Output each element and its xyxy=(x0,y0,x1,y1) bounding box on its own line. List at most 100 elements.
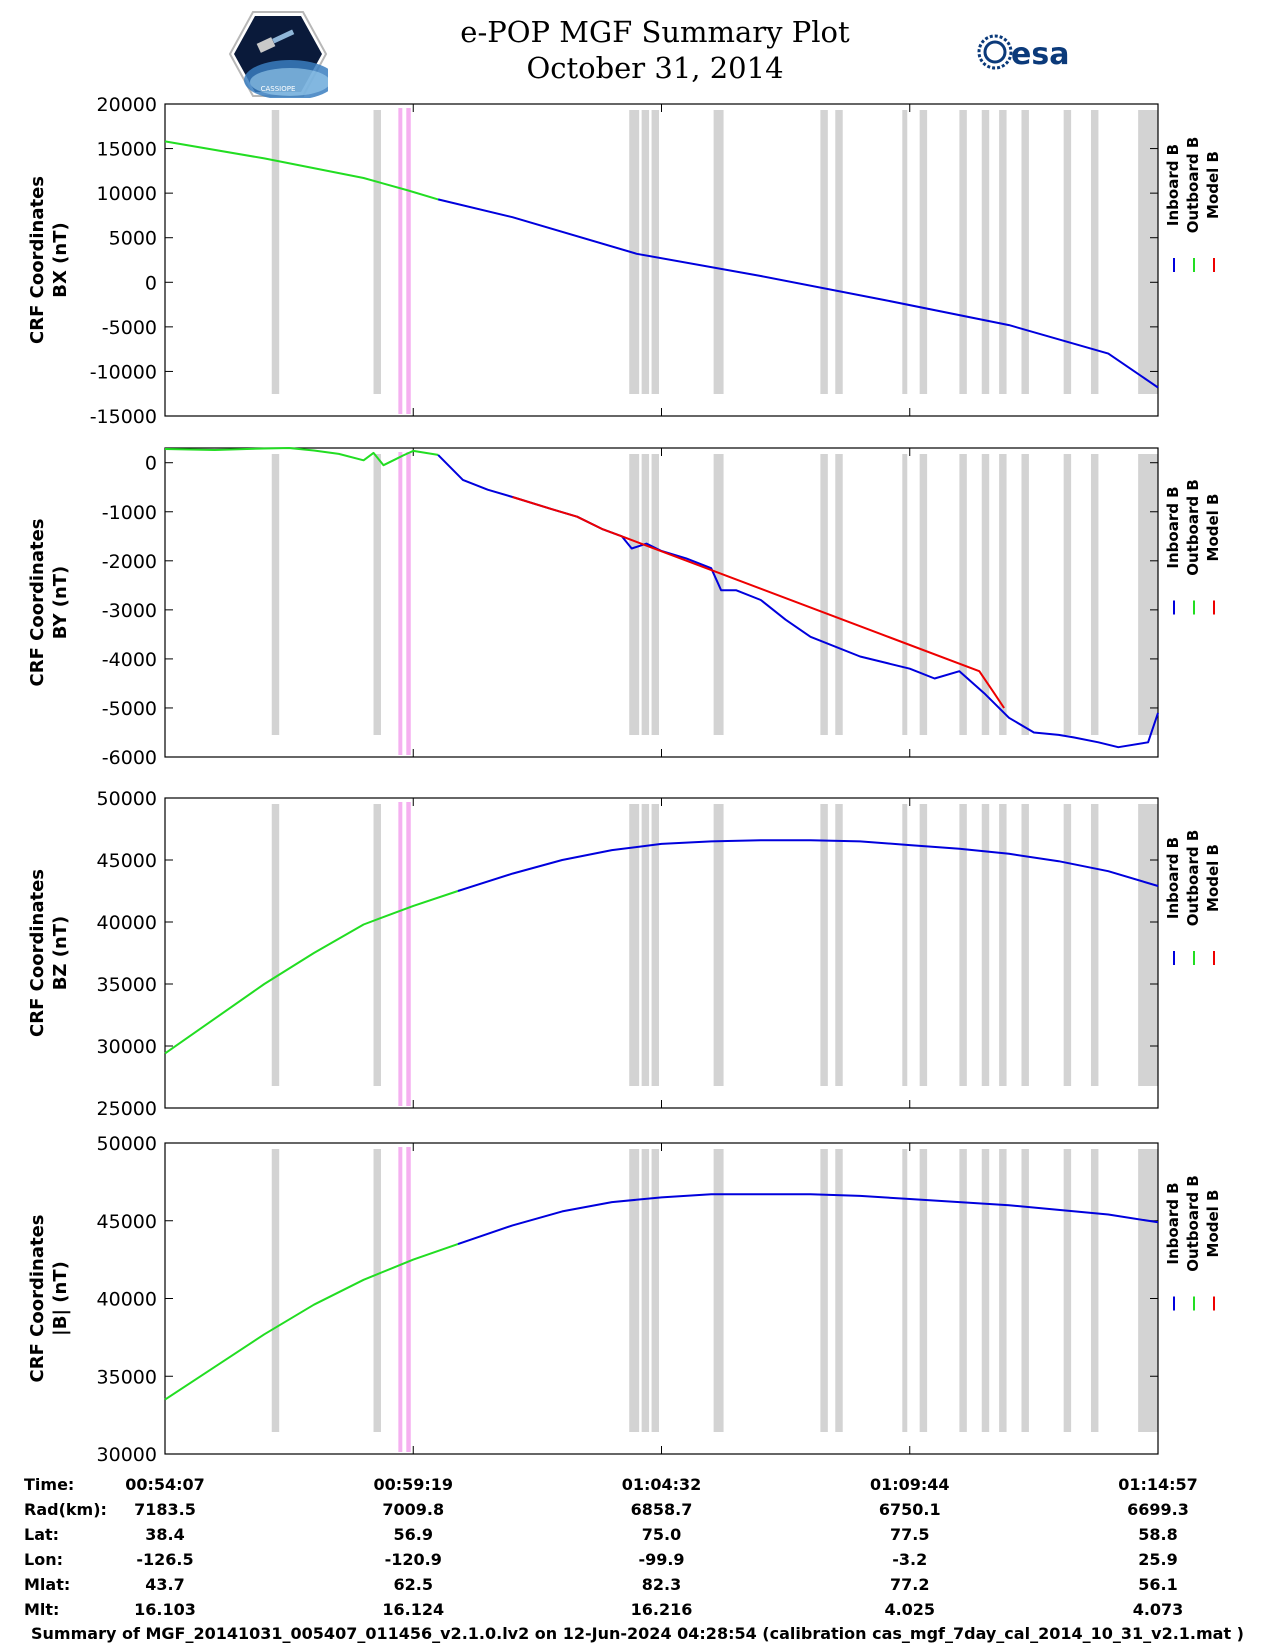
data-gap-band xyxy=(629,804,640,1086)
data-gap-band xyxy=(373,804,381,1086)
cassiope-logo: CASSIOPE xyxy=(228,11,328,98)
legend-label: Model B xyxy=(1204,151,1222,219)
info-cell: 4.073 xyxy=(1133,1600,1184,1619)
series-line-inboard-b xyxy=(437,454,1159,749)
y-tick-label: 0 xyxy=(145,272,157,294)
data-gap-band xyxy=(373,1149,381,1432)
data-gap-band xyxy=(651,110,660,394)
y-tick-label: -3000 xyxy=(102,600,157,622)
data-gap-band xyxy=(713,454,724,735)
data-gap-band xyxy=(902,1149,908,1432)
chart-panel-1: 20000 15000 10000 5000 0 -5000 -10000 -15000 CRF… xyxy=(27,94,1222,428)
y-tick-label: -4000 xyxy=(102,649,157,671)
data-gap-band xyxy=(271,110,280,394)
data-gap-band xyxy=(271,1149,280,1432)
esa-wordmark: esa xyxy=(1011,37,1069,72)
y-tick-label: 20000 xyxy=(97,94,157,116)
data-gap-band xyxy=(919,804,928,1086)
info-cell: 00:59:19 xyxy=(373,1475,453,1494)
series-line-outboard-b xyxy=(164,140,439,201)
data-gap-band xyxy=(1090,454,1099,735)
info-cell: -3.2 xyxy=(892,1550,927,1569)
data-gap-band xyxy=(1063,454,1072,735)
data-gap-band xyxy=(1021,1149,1029,1432)
data-gap-band xyxy=(651,454,660,735)
data-gap-band xyxy=(981,804,990,1086)
y-tick-label: 15000 xyxy=(97,139,157,161)
data-gap-band xyxy=(1021,804,1029,1086)
y-tick-label: 0 xyxy=(145,453,157,475)
title-line: e-POP MGF Summary Plot xyxy=(460,15,850,49)
data-gap-band xyxy=(1138,1149,1158,1432)
data-gap-band xyxy=(1021,110,1029,394)
data-gap-band xyxy=(713,110,724,394)
data-gap-band xyxy=(835,1149,843,1432)
event-marker xyxy=(398,108,403,414)
data-gap-band xyxy=(919,110,928,394)
data-gap-band xyxy=(651,1149,660,1432)
y-axis-label: BX (nT) xyxy=(50,222,71,297)
info-cell: 16.216 xyxy=(631,1600,693,1619)
chart-panel-3: 50000 45000 40000 35000 30000 25000 CRF Coordi… xyxy=(27,788,1222,1120)
data-gap-band xyxy=(1138,454,1158,735)
plot-title: e-POP MGF Summary Plot October 31, 2014 xyxy=(0,14,1275,86)
y-tick-label: -1000 xyxy=(102,502,157,524)
legend-label: Outboard B xyxy=(1184,137,1202,234)
legend-label: Outboard B xyxy=(1184,1175,1202,1272)
info-cell: 01:14:57 xyxy=(1118,1475,1198,1494)
data-gap-band xyxy=(820,1149,828,1432)
data-gap-band xyxy=(835,110,843,394)
info-row-label: Lon: xyxy=(24,1550,63,1569)
event-marker xyxy=(406,452,411,755)
info-cell: 56.1 xyxy=(1138,1575,1177,1594)
orbit-info-table: Time: Rad(km): Lat: Lon: Mlat: Mlt: 00:54:07 71… xyxy=(24,1475,1198,1619)
y-axis-label: |B| (nT) xyxy=(50,1261,71,1336)
y-axis-label: BZ (nT) xyxy=(50,916,71,991)
axes-frame xyxy=(164,447,1159,758)
info-cell: -126.5 xyxy=(136,1550,193,1569)
info-cell: 38.4 xyxy=(145,1525,184,1544)
series-line-outboard-b xyxy=(164,447,439,467)
y-tick-label: -5000 xyxy=(102,698,157,720)
data-gap-band xyxy=(629,454,640,735)
event-marker xyxy=(398,802,403,1106)
legend-label: Inboard B xyxy=(1164,837,1182,919)
data-gap-band xyxy=(1138,804,1158,1086)
data-gap-band xyxy=(271,454,280,735)
info-cell: 16.124 xyxy=(382,1600,444,1619)
data-gap-band xyxy=(820,454,828,735)
data-gap-band xyxy=(641,1149,650,1432)
info-cell: -120.9 xyxy=(385,1550,442,1569)
data-gap-band xyxy=(373,454,381,735)
data-gap-band xyxy=(835,454,843,735)
axes-frame xyxy=(164,1142,1159,1455)
event-marker xyxy=(406,108,411,414)
legend-label: Inboard B xyxy=(1164,486,1182,568)
legend-label: Inboard B xyxy=(1164,144,1182,226)
y-tick-label: 30000 xyxy=(97,1036,157,1058)
data-gap-band xyxy=(902,110,908,394)
info-cell: 56.9 xyxy=(394,1525,433,1544)
data-gap-band xyxy=(919,454,928,735)
data-gap-band xyxy=(959,1149,967,1432)
data-gap-band xyxy=(959,804,967,1086)
data-gap-band xyxy=(999,804,1007,1086)
data-gap-band xyxy=(629,110,640,394)
legend-label: Model B xyxy=(1204,844,1222,912)
data-gap-band xyxy=(919,1149,928,1432)
info-row-label: Mlt: xyxy=(24,1600,59,1619)
info-cell: 77.5 xyxy=(890,1525,929,1544)
info-cell: 16.103 xyxy=(134,1600,196,1619)
legend-label: Outboard B xyxy=(1184,830,1202,927)
data-gap-band xyxy=(641,110,650,394)
y-tick-label: -6000 xyxy=(102,747,157,769)
data-gap-band xyxy=(1090,1149,1099,1432)
series-line-model-b xyxy=(512,496,1005,709)
event-marker xyxy=(406,1147,411,1452)
axes-frame xyxy=(164,103,1159,417)
data-gap-band xyxy=(1090,804,1099,1086)
data-gap-band xyxy=(641,804,650,1086)
data-gap-band xyxy=(835,804,843,1086)
data-gap-band xyxy=(902,454,908,735)
